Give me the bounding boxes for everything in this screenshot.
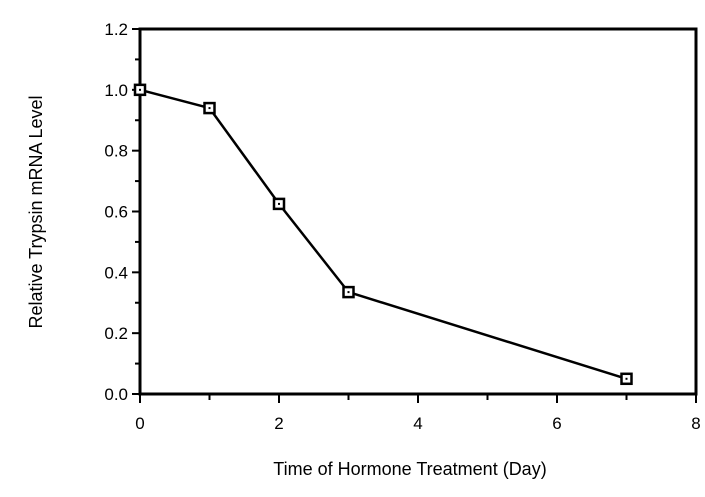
series: [133, 83, 633, 386]
x-axis-label: Time of Hormone Treatment (Day): [273, 459, 546, 479]
y-tick-label: 0.4: [104, 263, 128, 282]
data-point-center: [208, 107, 211, 110]
x-tick-label: 2: [274, 414, 283, 433]
x-tick-label: 0: [135, 414, 144, 433]
y-tick-label: 0.0: [104, 385, 128, 404]
y-tick-label: 0.8: [104, 142, 128, 161]
x-tick-label: 4: [413, 414, 422, 433]
y-tick-label: 0.2: [104, 324, 128, 343]
ticks: 0.0 0.2 0.4 0.6 0.8 1.0 1.2 0 2 4 6 8: [104, 20, 700, 433]
series-line: [139, 88, 627, 380]
data-point-center: [347, 291, 350, 294]
y-tick-label: 1.0: [104, 81, 128, 100]
axes: [138, 27, 698, 396]
y-tick-label: 1.2: [104, 20, 128, 39]
y-tick-label: 0.6: [104, 203, 128, 222]
data-point-center: [278, 202, 280, 205]
x-tick-label: 6: [552, 414, 561, 433]
y-axis-label: Relative Trypsin mRNA Level: [26, 95, 46, 328]
x-tick-label: 8: [691, 414, 700, 433]
data-point-center: [139, 88, 141, 91]
data-point-center: [625, 377, 628, 380]
plot-frame: [138, 27, 698, 396]
